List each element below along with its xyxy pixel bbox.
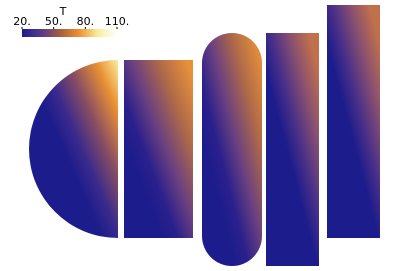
colorbar: 20. 50. 80. 110. <box>13 15 129 37</box>
field-1 <box>29 60 118 238</box>
field-5 <box>327 5 380 238</box>
field-2 <box>124 60 193 238</box>
colorbar-tick-label: 110. <box>105 15 130 28</box>
field-4 <box>266 33 319 266</box>
colorbar-scale <box>22 29 117 37</box>
colorbar-tick-label: 20. <box>13 15 31 28</box>
colorbar-title: T <box>59 5 67 18</box>
colorbar-tick-label: 80. <box>77 15 95 28</box>
contour-fields <box>29 5 380 266</box>
colorbar-tick-label: 50. <box>45 15 63 28</box>
field-3 <box>202 33 262 266</box>
